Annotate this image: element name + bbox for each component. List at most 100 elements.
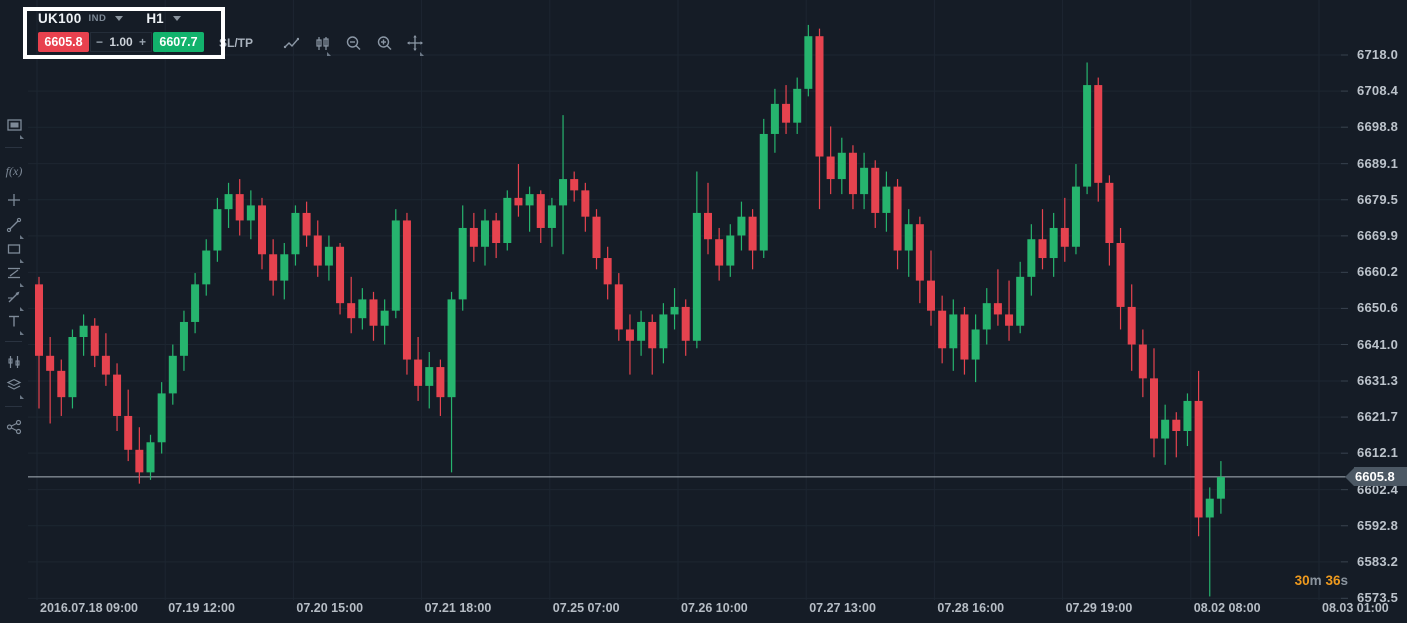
candle — [704, 182, 712, 255]
candle — [79, 314, 88, 356]
candle — [1016, 261, 1025, 334]
candle — [213, 197, 222, 262]
candle — [46, 337, 55, 424]
zoom-in-icon[interactable] — [374, 33, 393, 52]
candle — [235, 179, 244, 236]
candle — [1083, 62, 1092, 195]
dropdown-corner-caret-icon — [327, 48, 331, 56]
candle — [246, 190, 255, 240]
price-axis-label: 6669.9 — [1357, 227, 1398, 243]
candle — [469, 212, 478, 262]
zoom-out-icon[interactable] — [343, 33, 362, 52]
rectangle-tool-icon[interactable] — [4, 239, 24, 263]
candle-settings-icon[interactable] — [4, 352, 24, 372]
sidebar-divider — [5, 147, 22, 148]
pan-crosshair-icon[interactable] — [405, 33, 424, 56]
dropdown-corner-caret-icon — [20, 231, 24, 239]
candle — [168, 344, 177, 405]
dropdown-corner-caret-icon — [420, 48, 424, 56]
candle — [1127, 284, 1136, 371]
indicators-fx-icon[interactable]: f(x) — [4, 161, 24, 181]
candle — [135, 427, 144, 484]
candle — [425, 352, 434, 409]
candle — [715, 227, 724, 281]
quantity-decrease-button[interactable]: − — [96, 35, 104, 49]
candle — [648, 314, 657, 375]
candle — [982, 288, 991, 345]
candle — [68, 329, 77, 409]
candle — [302, 201, 311, 247]
chart-layout-icon[interactable] — [4, 115, 24, 139]
candle — [570, 171, 579, 202]
price-axis-label: 6583.2 — [1357, 553, 1398, 569]
price-axis-label: 6689.1 — [1357, 155, 1398, 171]
candle — [313, 220, 322, 277]
price-axis-label: 6708.4 — [1357, 83, 1398, 99]
candle — [670, 288, 679, 330]
dropdown-corner-caret-icon — [20, 279, 24, 287]
price-axis-label: 6679.5 — [1357, 191, 1398, 207]
candle — [447, 291, 456, 473]
time-axis-label: 08.02 08:00 — [1193, 601, 1261, 615]
candle — [1172, 412, 1181, 458]
price-axis-label: 6718.0 — [1357, 47, 1398, 62]
sltp-label[interactable]: SL/TP — [219, 36, 254, 50]
candle — [938, 295, 947, 364]
candle — [57, 359, 66, 416]
object-tree-icon[interactable] — [4, 375, 24, 399]
timeframe-dropdown-caret-icon[interactable] — [172, 15, 181, 21]
countdown-seconds-unit: s — [1340, 573, 1348, 588]
buy-button[interactable]: 6607.7 — [153, 32, 204, 52]
candle — [927, 250, 935, 326]
line-chart-icon[interactable] — [281, 33, 300, 52]
dropdown-corner-caret-icon — [20, 131, 24, 139]
price-axis-label: 6592.8 — [1357, 517, 1398, 533]
dropdown-corner-caret-icon — [20, 255, 24, 263]
candle — [35, 276, 43, 409]
candle — [782, 85, 791, 134]
candle — [113, 363, 122, 431]
candle — [358, 288, 367, 330]
candle-countdown-timer: 30m 36s — [1295, 573, 1348, 588]
candle — [1161, 404, 1170, 465]
time-axis-label: 07.20 15:00 — [296, 601, 364, 615]
candle — [492, 212, 501, 259]
timeframe-selector[interactable]: H1 — [146, 10, 164, 26]
chart-toolbar — [281, 33, 424, 56]
candle — [291, 205, 300, 266]
candle — [1194, 370, 1203, 537]
candle — [614, 273, 623, 341]
candle — [1060, 197, 1069, 262]
candle — [815, 28, 824, 210]
sell-button[interactable]: 6605.8 — [38, 32, 89, 52]
candle — [993, 269, 1002, 326]
quantity-increase-button[interactable]: + — [138, 35, 146, 49]
share-icon[interactable] — [4, 417, 24, 437]
candle — [414, 337, 423, 401]
candlestick-style-icon[interactable] — [312, 33, 331, 56]
trend-line-icon[interactable] — [4, 215, 24, 239]
dropdown-corner-caret-icon — [20, 391, 24, 399]
symbol-name[interactable]: UK100 — [38, 10, 82, 26]
price-axis-label: 6641.0 — [1357, 336, 1398, 352]
symbol-dropdown-caret-icon[interactable] — [115, 15, 124, 21]
candle — [603, 246, 612, 300]
candle — [503, 190, 512, 251]
candle — [269, 239, 278, 296]
candle — [1094, 77, 1103, 202]
arrow-annotation-icon[interactable] — [4, 287, 24, 311]
sidebar-divider — [5, 341, 22, 342]
candle — [960, 306, 969, 375]
time-axis-label: 08.03 01:00 — [1322, 601, 1389, 615]
price-axis-label: 6650.6 — [1357, 300, 1398, 316]
candle — [893, 179, 902, 270]
quantity-stepper[interactable]: − 1.00 + — [90, 32, 152, 52]
candle — [324, 235, 333, 281]
time-axis-label: 2016.07.18 09:00 — [40, 601, 139, 615]
crosshair-icon[interactable] — [4, 190, 24, 210]
text-tool-icon[interactable] — [4, 311, 24, 335]
candle — [202, 239, 211, 296]
fibonacci-icon[interactable] — [4, 263, 24, 287]
candle — [514, 164, 523, 217]
